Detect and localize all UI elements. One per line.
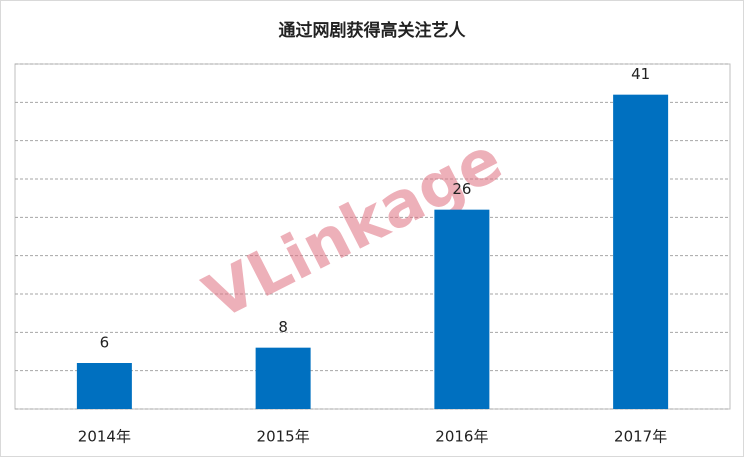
x-tick-label: 2017年 [614, 428, 667, 446]
value-label: 41 [631, 65, 650, 83]
bar [434, 209, 490, 409]
value-label: 6 [100, 334, 110, 352]
x-tick-label: 2014年 [78, 428, 131, 446]
value-label: 26 [452, 180, 471, 198]
chart-title: 通过网剧获得高关注艺人 [279, 20, 467, 41]
value-label: 8 [278, 318, 288, 336]
bar [613, 94, 669, 410]
x-tick-label: 2016年 [435, 428, 488, 446]
bar [255, 347, 311, 409]
x-tick-label: 2015年 [257, 428, 310, 446]
bar [76, 363, 132, 409]
